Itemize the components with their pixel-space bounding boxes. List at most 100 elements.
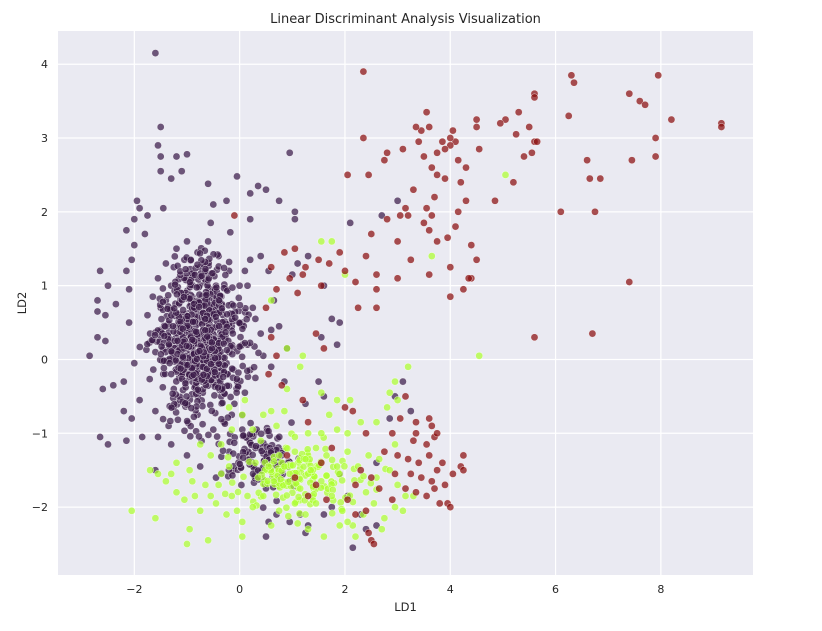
scatter-point — [119, 377, 128, 386]
scatter-point — [246, 189, 255, 198]
scatter-point — [443, 233, 452, 242]
scatter-point — [520, 152, 528, 161]
scatter-point — [464, 274, 473, 283]
scatter-point — [235, 460, 244, 468]
scatter-point — [317, 333, 326, 342]
scatter-point — [280, 462, 289, 471]
scatter-point — [285, 274, 294, 283]
scatter-point — [251, 374, 260, 382]
scatter-point — [314, 255, 323, 264]
scatter-point — [717, 123, 726, 131]
scatter-point — [167, 403, 176, 412]
scatter-point — [370, 540, 378, 548]
y-tick-label: 2 — [41, 206, 48, 219]
scatter-point — [406, 470, 415, 478]
scatter-point — [364, 171, 373, 179]
scatter-point — [556, 207, 565, 216]
point-layer — [85, 49, 726, 552]
scatter-point — [233, 172, 241, 181]
scatter-point — [335, 521, 344, 530]
scatter-point — [181, 399, 190, 408]
scatter-point — [296, 362, 305, 371]
scatter-point — [145, 375, 154, 383]
scatter-point — [396, 211, 405, 220]
scatter-point — [372, 303, 381, 312]
scatter-point — [167, 370, 176, 378]
scatter-point — [201, 265, 210, 273]
scatter-point — [228, 471, 237, 480]
scatter-point — [246, 255, 255, 264]
scatter-point — [188, 335, 197, 344]
scatter-point — [362, 252, 370, 260]
scatter-point — [257, 429, 266, 438]
scatter-point — [163, 304, 172, 313]
scatter-point — [298, 270, 307, 279]
scatter-point — [359, 134, 368, 142]
scatter-point — [354, 303, 362, 312]
scatter-point — [228, 364, 236, 373]
scatter-point — [172, 244, 181, 253]
scatter-point — [167, 347, 176, 356]
scatter-point — [149, 365, 158, 374]
scatter-point — [179, 352, 187, 361]
scatter-point — [343, 447, 352, 456]
scatter-point — [404, 362, 412, 371]
scatter-point — [583, 156, 591, 165]
scatter-point — [459, 466, 468, 475]
scatter-point — [422, 492, 431, 500]
scatter-point — [180, 495, 189, 504]
scatter-point — [101, 337, 110, 345]
scatter-point — [254, 182, 262, 190]
scatter-point — [229, 301, 238, 310]
scatter-point — [291, 207, 299, 216]
scatter-point — [259, 410, 268, 419]
scatter-point — [272, 351, 281, 360]
scatter-point — [367, 230, 376, 238]
scatter-point — [267, 333, 276, 342]
scatter-point — [228, 478, 237, 487]
scatter-point — [130, 215, 139, 224]
scatter-point — [133, 196, 141, 205]
scatter-point — [367, 473, 376, 482]
scatter-point — [181, 265, 190, 274]
scatter-point — [213, 432, 221, 441]
scatter-point — [243, 492, 252, 500]
scatter-point — [317, 388, 326, 397]
scatter-point — [425, 414, 434, 423]
scatter-point — [343, 518, 352, 526]
scatter-point — [364, 529, 373, 537]
scatter-point — [449, 126, 457, 135]
scatter-point — [654, 71, 663, 80]
scatter-point — [372, 270, 381, 279]
scatter-point — [206, 492, 215, 500]
scatter-point — [412, 123, 420, 131]
scatter-point — [222, 346, 231, 354]
scatter-point — [291, 433, 299, 441]
y-tick-label: 3 — [41, 132, 48, 145]
scatter-point — [183, 540, 191, 548]
scatter-point — [343, 495, 352, 504]
scatter-point — [234, 488, 242, 496]
scatter-point — [372, 418, 381, 427]
scatter-point — [195, 290, 204, 299]
scatter-point — [336, 498, 345, 507]
scatter-point — [393, 196, 402, 205]
scatter-point — [256, 329, 265, 338]
scatter-point — [190, 412, 198, 421]
scatter-point — [317, 477, 326, 486]
scatter-point — [183, 361, 192, 369]
scatter-point — [372, 285, 381, 294]
scatter-point — [104, 440, 112, 449]
scatter-point — [304, 429, 312, 438]
scatter-point — [462, 196, 470, 205]
scatter-point — [186, 256, 195, 264]
scatter-point — [301, 455, 310, 463]
scatter-point — [501, 171, 510, 179]
scatter-point — [272, 490, 280, 499]
scatter-point — [667, 115, 676, 124]
scatter-point — [214, 383, 222, 392]
scatter-point — [156, 167, 165, 176]
scatter-point — [325, 410, 334, 419]
scatter-point — [198, 420, 207, 429]
